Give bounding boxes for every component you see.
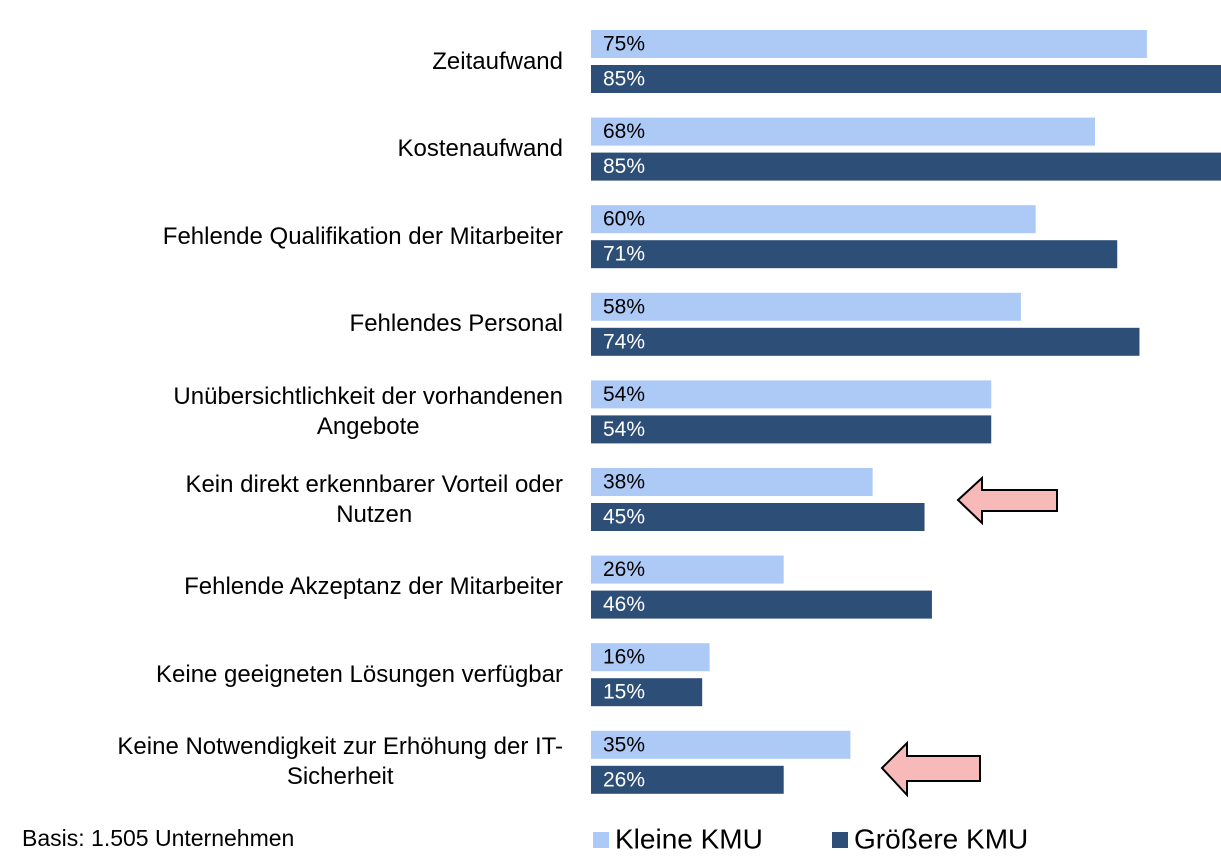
category-label: Fehlende Akzeptanz der Mitarbeiter: [184, 573, 563, 601]
legend-label: Größere KMU: [854, 823, 1028, 854]
value-label: 85%: [603, 155, 645, 178]
value-label: 45%: [603, 506, 645, 529]
value-label: 74%: [603, 330, 645, 353]
legend-swatch: [593, 832, 609, 848]
value-label: 85%: [603, 68, 645, 91]
bar: [591, 152, 1221, 181]
category-label: Keine Notwendigkeit zur Erhöhung der IT-…: [117, 733, 563, 791]
arrow: [880, 740, 981, 798]
arrow: [956, 475, 1058, 526]
value-label: 38%: [603, 471, 645, 494]
value-label: 75%: [603, 33, 645, 56]
value-label: 58%: [603, 295, 645, 318]
value-label: 35%: [603, 733, 645, 756]
value-label: 60%: [603, 208, 645, 231]
category-label: Zeitaufwand: [432, 47, 563, 75]
legend-swatch: [832, 832, 848, 848]
value-label: 54%: [603, 418, 645, 441]
category-label: Keine geeigneten Lösungen verfügbar: [156, 660, 563, 688]
legend-label: Kleine KMU: [615, 823, 763, 854]
bar: [591, 415, 992, 444]
category-label: Unübersichtlichkeit der vorhandenen Ange…: [173, 382, 563, 440]
bar: [591, 765, 784, 794]
bar: [591, 117, 1095, 146]
bar: [591, 292, 1021, 321]
bar: [591, 468, 873, 496]
value-label: 16%: [603, 646, 645, 669]
value-label: 46%: [603, 593, 645, 616]
category-label: Fehlendes Personal: [349, 310, 563, 338]
value-label: 15%: [603, 681, 645, 704]
bar: [591, 555, 784, 584]
value-label: 26%: [603, 768, 645, 791]
bar: [591, 327, 1140, 356]
value-label: 26%: [603, 558, 645, 581]
category-label: Kostenaufwand: [397, 135, 563, 163]
value-label: 71%: [603, 243, 645, 266]
bar: [591, 240, 1118, 269]
category-label: Fehlende Qualifikation der Mitarbeiter: [162, 222, 563, 250]
bar: [591, 643, 710, 672]
bar: [591, 65, 1221, 93]
footnote: Basis: 1.505 Unternehmen: [22, 825, 294, 851]
bar: [591, 503, 925, 531]
bar: [591, 205, 1036, 234]
bar: [591, 590, 932, 619]
category-label: Kein direkt erkennbarer Vorteil oder Nut…: [185, 470, 563, 528]
bar: [591, 30, 1147, 58]
value-label: 68%: [603, 120, 645, 143]
bar: [591, 678, 703, 707]
bar: [591, 730, 851, 759]
bar: [591, 380, 992, 409]
value-label: 54%: [603, 383, 645, 406]
